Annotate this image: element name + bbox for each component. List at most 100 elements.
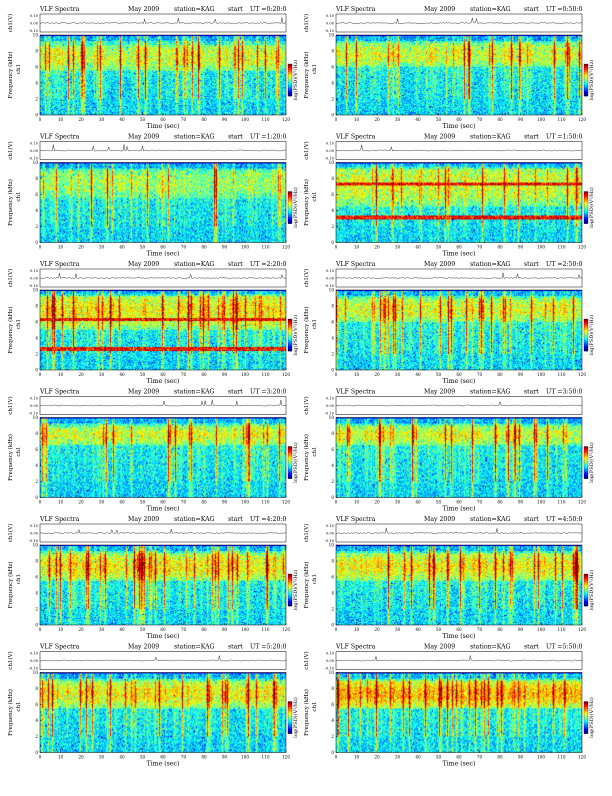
ch1-waveform-trace xyxy=(39,144,287,152)
x-tick-label: 70 xyxy=(477,372,483,377)
x-tick-label: 80 xyxy=(497,245,503,250)
y-tick-label: 10 xyxy=(33,33,39,38)
colorbar-segment xyxy=(584,603,588,605)
spectrogram-heatmap xyxy=(336,35,582,115)
colorbar-segment xyxy=(288,595,292,597)
colorbar-segment xyxy=(584,725,588,728)
colorbar-segment xyxy=(584,458,588,461)
freq-axis-label: Frequency (kHz) xyxy=(303,307,310,354)
colorbar-segment xyxy=(584,349,588,352)
spectrogram-heatmap xyxy=(40,672,286,753)
x-tick-label: 90 xyxy=(222,627,228,632)
ch1-waveform-trace xyxy=(335,272,583,279)
y-tick-label: 4 xyxy=(331,591,334,596)
colorbar-segment xyxy=(584,724,588,726)
panel-title-date: May 2009 xyxy=(128,134,159,141)
ch1-tick-label: 0.00 xyxy=(326,149,335,153)
colorbar-segment xyxy=(584,584,588,587)
x-tick-label: 60 xyxy=(160,755,166,760)
y-tick-label: 8 xyxy=(35,559,38,564)
y-tick-label: 4 xyxy=(331,208,334,213)
channel-tag: ch1 xyxy=(16,191,22,201)
y-tick-label: 2 xyxy=(331,224,334,229)
x-tick-label: 30 xyxy=(395,372,401,377)
x-tick-label: 30 xyxy=(99,500,105,505)
colorbar-segment xyxy=(288,70,292,73)
colorbar-segment xyxy=(584,720,588,722)
colorbar-segment xyxy=(288,76,292,78)
ch1-tick-label: 0.10 xyxy=(326,269,335,273)
freq-axis-label: Frequency (kHz) xyxy=(303,52,310,99)
panel-title-start: start xyxy=(228,6,243,13)
colorbar-segment xyxy=(584,69,588,71)
ch1-tick-label: -0.10 xyxy=(325,29,335,33)
panel-title-station: station=KAG xyxy=(174,516,215,523)
y-tick-label: 10 xyxy=(329,160,335,165)
x-tick-label: 0 xyxy=(335,755,338,760)
y-tick-label: 8 xyxy=(331,431,334,436)
freq-axis-label: Frequency (kHz) xyxy=(7,689,14,736)
x-axis-label: Time (sec) xyxy=(443,123,476,130)
panel-title-ut: UT =1:50:0 xyxy=(546,134,582,141)
spectrogram-heatmap xyxy=(336,672,582,753)
ch1-axis-label: ch1(V) xyxy=(303,396,310,414)
y-tick-label: 4 xyxy=(35,718,38,723)
panel-title-ut: UT =4:20:0 xyxy=(250,516,286,523)
colorbar-segment xyxy=(584,325,588,328)
colorbar-segment xyxy=(288,599,292,601)
ch1-waveform-trace xyxy=(335,655,583,662)
y-tick-label: 6 xyxy=(35,192,38,197)
x-tick-label: 70 xyxy=(477,500,483,505)
x-tick-label: 50 xyxy=(140,245,146,250)
x-tick-label: 100 xyxy=(537,117,545,122)
colorbar-segment xyxy=(288,333,292,336)
colorbar-segment xyxy=(584,470,588,473)
panel-title-station: station=KAG xyxy=(174,389,215,396)
x-tick-label: 0 xyxy=(335,372,338,377)
spectrogram-heatmap xyxy=(40,417,286,498)
ch1-tick-label: 0.10 xyxy=(326,14,335,18)
colorbar-segment xyxy=(288,331,292,333)
y-tick-label: 0 xyxy=(35,368,38,373)
x-axis-label: Time (sec) xyxy=(443,378,476,385)
colorbar-segment xyxy=(288,721,292,724)
y-tick-label: 4 xyxy=(331,463,334,468)
panel-title-ut: UT =2:50:0 xyxy=(546,261,582,268)
colorbar-segment xyxy=(288,337,292,340)
ch1-tick-label: 0.00 xyxy=(30,276,39,280)
y-tick-label: 0 xyxy=(35,750,38,755)
y-tick-label: 8 xyxy=(35,686,38,691)
x-tick-label: 110 xyxy=(558,372,566,377)
ch1-tick-label: -0.10 xyxy=(325,284,335,288)
x-tick-label: 10 xyxy=(58,500,64,505)
colorbar-segment xyxy=(584,446,588,449)
colorbar-segment xyxy=(288,320,292,322)
x-tick-label: 50 xyxy=(140,117,146,122)
ch1-tick-label: 0.00 xyxy=(30,21,39,25)
y-tick-label: 2 xyxy=(35,224,38,229)
y-tick-label: 10 xyxy=(33,543,39,548)
x-tick-label: 60 xyxy=(456,372,462,377)
colorbar-segment xyxy=(288,457,292,459)
colorbar-segment xyxy=(584,81,588,83)
x-tick-label: 120 xyxy=(282,755,290,760)
y-tick-label: 2 xyxy=(331,734,334,739)
x-tick-label: 10 xyxy=(58,245,64,250)
colorbar-segment xyxy=(584,345,588,348)
colorbar-segment xyxy=(288,579,292,581)
ch1-axis-label: ch1(V) xyxy=(303,269,310,287)
colorbar-segment xyxy=(584,582,588,584)
colorbar-segment xyxy=(288,447,292,450)
colorbar-segment xyxy=(288,74,292,77)
x-axis-label: Time (sec) xyxy=(147,633,180,640)
colorbar-segment xyxy=(584,206,588,208)
colorbar-segment xyxy=(288,592,292,595)
ch1-waveform-trace xyxy=(335,17,583,24)
colorbar-segment xyxy=(584,713,588,716)
y-tick-label: 2 xyxy=(331,607,334,612)
y-tick-label: 2 xyxy=(331,479,334,484)
panel-title-station: station=KAG xyxy=(470,389,511,396)
panel-title-prefix: VLF Spectra xyxy=(39,644,80,651)
x-tick-label: 40 xyxy=(119,117,125,122)
colorbar-segment xyxy=(584,461,588,463)
